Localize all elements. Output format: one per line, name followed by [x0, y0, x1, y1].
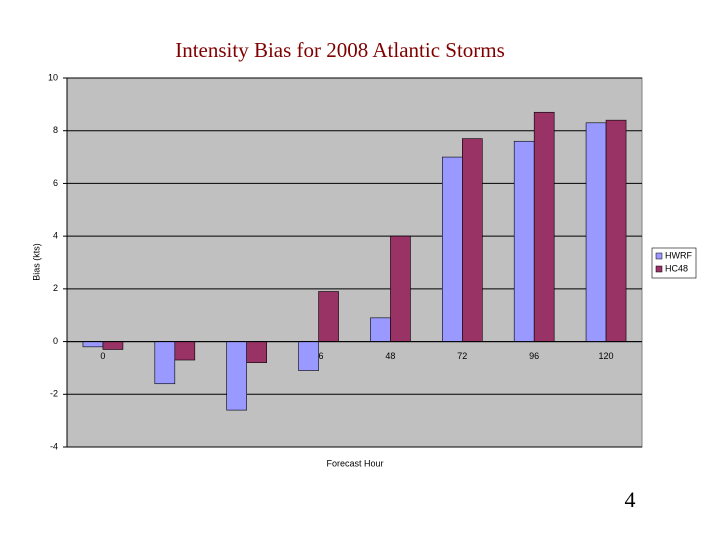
bar — [585, 122, 607, 342]
bar — [246, 341, 267, 363]
plot-area — [66, 77, 643, 448]
legend-swatch — [655, 265, 663, 273]
bar — [533, 111, 555, 342]
bar — [154, 341, 176, 385]
bar — [298, 341, 319, 371]
x-tick-label: 0 — [100, 351, 105, 361]
bar — [370, 317, 391, 342]
bar — [226, 341, 247, 411]
y-tick-label: 6 — [53, 178, 58, 188]
bar — [462, 138, 483, 342]
y-tick-label: 4 — [53, 231, 58, 241]
bar — [442, 156, 463, 342]
legend-label: HWRF — [665, 250, 692, 260]
bar — [82, 341, 104, 348]
slide-number: 4 — [625, 487, 636, 512]
y-tick-label: 10 — [48, 72, 58, 82]
x-tick-label: 48 — [385, 351, 395, 361]
y-tick-label: 2 — [53, 283, 58, 293]
x-axis-label: Forecast Hour — [326, 458, 383, 468]
bar — [605, 119, 627, 342]
x-tick-label: 120 — [599, 351, 614, 361]
bar — [102, 341, 124, 350]
y-tick-label: 0 — [53, 336, 58, 346]
bar — [513, 140, 535, 342]
bar — [318, 291, 339, 342]
bar — [390, 235, 411, 342]
legend-box — [651, 247, 697, 279]
x-tick-label: 96 — [529, 351, 539, 361]
y-axis-label: Bias (kts) — [31, 243, 41, 281]
y-tick-label: -2 — [50, 389, 58, 399]
legend-swatch — [655, 252, 663, 260]
legend-label: HC48 — [665, 263, 688, 273]
y-tick-label: -4 — [50, 441, 58, 451]
bar — [174, 341, 196, 361]
x-tick-label: 72 — [457, 351, 467, 361]
chart-title: Intensity Bias for 2008 Atlantic Storms — [175, 38, 505, 62]
y-tick-label: 8 — [53, 125, 58, 135]
